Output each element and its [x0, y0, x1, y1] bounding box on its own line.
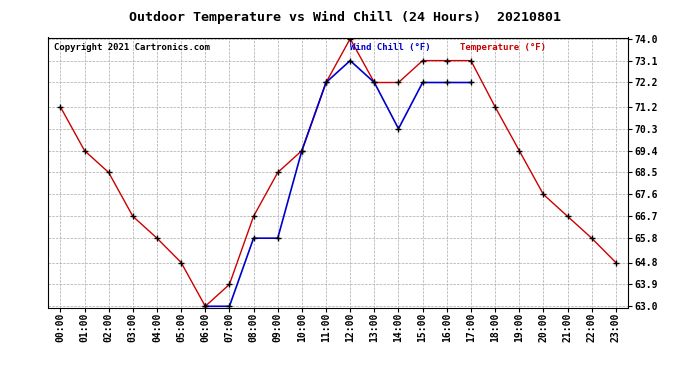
Text: Outdoor Temperature vs Wind Chill (24 Hours)  20210801: Outdoor Temperature vs Wind Chill (24 Ho…: [129, 11, 561, 24]
Text: Temperature (°F): Temperature (°F): [460, 43, 546, 52]
Text: Copyright 2021 Cartronics.com: Copyright 2021 Cartronics.com: [54, 43, 210, 52]
Text: Wind Chill (°F): Wind Chill (°F): [350, 43, 431, 52]
